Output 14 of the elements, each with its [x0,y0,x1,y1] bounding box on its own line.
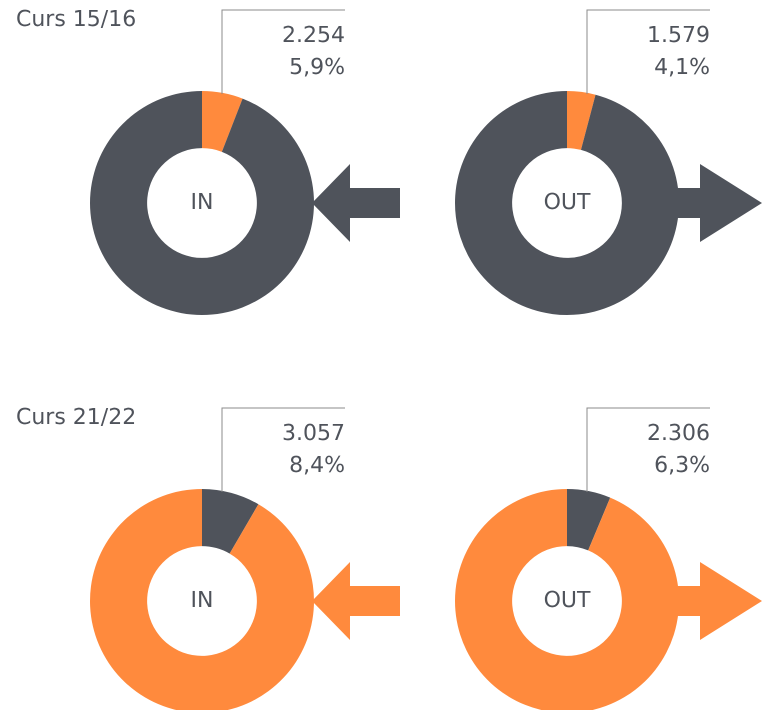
text: OUT [542,587,592,615]
text: 1.579 [647,22,710,50]
chart-subtitle: Curs 15/16 [16,6,136,34]
text: IN [190,189,214,217]
text: 2.306 [647,420,710,448]
text: 8,4% [289,452,345,480]
chart-subtitle: Curs 21/22 [16,404,136,432]
text: IN [190,587,214,615]
text: 5,9% [289,54,345,82]
text: 3.057 [282,420,345,448]
text: OUT [542,189,592,217]
text: 6,3% [654,452,710,480]
text: 4,1% [654,54,710,82]
text: 2.254 [282,22,345,50]
